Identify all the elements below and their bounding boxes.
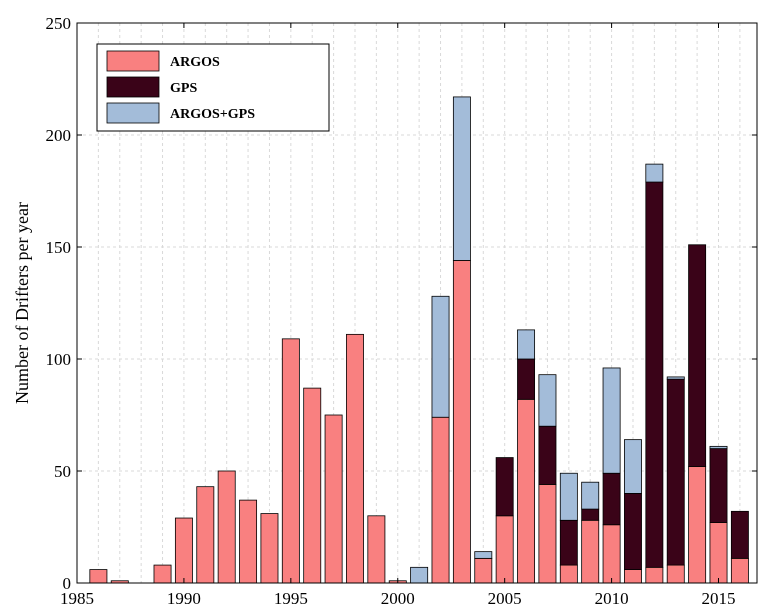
x-tick-label: 2000 [381, 589, 415, 608]
legend-swatch-gps [106, 76, 160, 98]
bar-argos-gps-2013 [666, 376, 685, 380]
bar-argos-2016 [730, 557, 749, 584]
bar-argos-2005 [495, 515, 514, 584]
y-tick-label: 150 [46, 238, 72, 257]
x-tick-label: 2010 [595, 589, 629, 608]
y-tick-label: 50 [54, 462, 71, 481]
bar-gps-2008 [559, 519, 578, 566]
bar-argos-gps-2004 [474, 551, 493, 559]
bar-argos-2003 [452, 260, 471, 584]
bars [89, 96, 749, 584]
bar-argos-2002 [431, 416, 450, 584]
bar-argos-1992 [217, 470, 236, 584]
bar-argos-2011 [624, 569, 642, 584]
bar-gps-2014 [688, 244, 707, 467]
y-tick-label: 0 [63, 574, 72, 593]
bar-argos-1995 [281, 338, 300, 584]
bar-argos-1997 [324, 414, 343, 584]
bar-argos-1999 [367, 515, 386, 584]
legend-label-gps: GPS [170, 81, 197, 96]
bar-gps-2011 [624, 492, 642, 570]
bar-argos-gps-2010 [602, 367, 621, 474]
y-axis-ticks: 0 50 100 150 200 250 [46, 14, 757, 593]
x-tick-label: 1995 [274, 589, 308, 608]
bar-argos-gps-2006 [517, 329, 536, 360]
bar-argos-2012 [645, 566, 664, 584]
bar-argos-2008 [559, 564, 578, 584]
bar-gps-2012 [645, 181, 664, 568]
bar-argos-2006 [517, 398, 536, 584]
bar-gps-2016 [730, 510, 749, 559]
y-tick-label: 250 [46, 14, 72, 33]
bar-argos-gps-2002 [431, 295, 450, 418]
bar-argos-gps-2008 [559, 472, 578, 521]
x-tick-label: 1985 [60, 589, 94, 608]
bar-argos-gps-2003 [452, 96, 471, 261]
bar-argos-1993 [239, 499, 258, 584]
legend-swatch-argos-gps [106, 102, 160, 124]
gridlines [77, 23, 757, 583]
legend-swatch-argos [106, 50, 160, 72]
bar-argos-gps-2011 [624, 439, 642, 494]
bar-argos-1998 [346, 333, 364, 584]
y-axis-label: Number of Drifters per year [12, 202, 32, 404]
bar-argos-1986 [89, 569, 108, 584]
bar-gps-2013 [666, 378, 685, 566]
bar-argos-1996 [303, 387, 322, 584]
legend-label-argos: ARGOS [170, 55, 220, 70]
bar-argos-2015 [709, 522, 728, 584]
bar-gps-2006 [517, 358, 536, 400]
legend-label-argos-gps: ARGOS+GPS [170, 107, 255, 122]
bar-argos-gps-2009 [581, 481, 600, 510]
y-tick-label: 200 [46, 126, 72, 145]
bar-gps-2010 [602, 472, 621, 526]
bar-argos-2010 [602, 524, 621, 584]
bar-argos-2009 [581, 519, 600, 584]
bar-gps-2005 [495, 457, 514, 517]
bar-argos-2004 [474, 557, 493, 584]
bar-gps-2015 [709, 448, 728, 523]
bar-argos-gps-2015 [709, 445, 728, 449]
bar-argos-1991 [196, 486, 215, 584]
bar-gps-2007 [538, 425, 557, 485]
legend: ARGOS GPS ARGOS+GPS [96, 43, 330, 132]
bar-gps-2009 [581, 508, 600, 521]
bar-argos-2014 [688, 466, 707, 584]
bar-argos-2013 [666, 564, 685, 584]
bar-argos-1990 [174, 517, 193, 584]
bar-argos-1989 [153, 564, 172, 584]
x-tick-label: 2015 [702, 589, 736, 608]
x-tick-label: 2005 [488, 589, 522, 608]
bar-argos-1994 [260, 513, 279, 584]
x-axis-ticks: 1985 1990 1995 2000 2005 2010 2015 [60, 23, 736, 608]
y-tick-label: 100 [46, 350, 72, 369]
bar-argos-gps-2007 [538, 374, 557, 427]
bar-argos-2007 [538, 484, 557, 584]
bar-argos-gps-2001 [410, 566, 429, 584]
plot-frame [76, 22, 758, 584]
bar-argos-gps-2012 [645, 163, 664, 183]
x-tick-label: 1990 [167, 589, 201, 608]
